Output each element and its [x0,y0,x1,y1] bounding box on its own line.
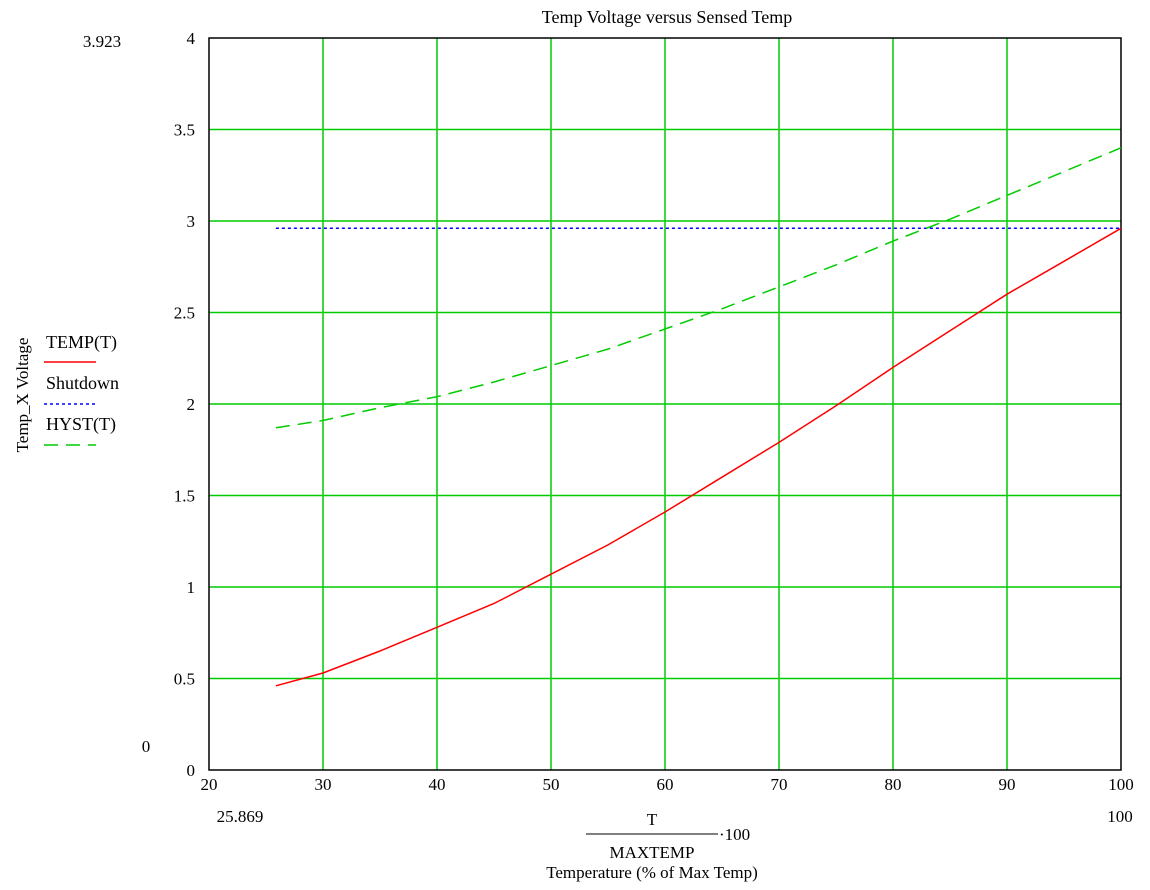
y-tick-label: 3 [187,212,196,231]
plot-frame [208,37,1122,771]
series-line-hyst-t [275,147,1122,429]
series-layer [275,147,1122,687]
y-tick-label: 2 [187,395,196,414]
x-tick-label: 70 [771,775,788,794]
x-label-numerator: T [647,810,658,829]
legend-label-hyst: HYST(T) [46,414,116,435]
x-tick-label: 80 [885,775,902,794]
y-tick-label: 4 [187,29,196,48]
y-tick-label: 1.5 [174,487,195,506]
x-tick-label: 30 [315,775,332,794]
y-tick-label: 0.5 [174,670,195,689]
x-range-left-label: 25.869 [217,807,264,826]
legend-label-temp: TEMP(T) [46,332,117,353]
x-label-denominator: MAXTEMP [609,843,694,862]
x-label-caption: Temperature (% of Max Temp) [546,863,758,882]
x-tick-label: 20 [201,775,218,794]
x-tick-label: 100 [1108,775,1134,794]
legend-label-shutdown: Shutdown [46,373,119,393]
x-range-right-label: 100 [1107,807,1133,826]
x-tick-label: 40 [429,775,446,794]
y-tick-label: 3.5 [174,121,195,140]
y-range-top-label: 3.923 [83,32,121,51]
y-tick-label: 2.5 [174,304,195,323]
legend: TEMP(T) Shutdown HYST(T) [44,332,119,446]
series-line-temp-t [275,227,1122,687]
x-tick-label: 50 [543,775,560,794]
tick-labels: 20 30 40 50 60 70 80 90 100 0 0.5 1 1.5 2 2.5 3 3.5 4 [174,29,1134,794]
x-label-multiplier: ·100 [719,825,750,844]
grid [209,38,1121,770]
x-tick-label: 60 [657,775,674,794]
y-tick-label: 1 [187,578,196,597]
x-axis-label: T ·100 MAXTEMP Temperature (% of Max Tem… [546,810,758,882]
y-range-bottom-label: 0 [142,737,151,756]
x-tick-label: 90 [999,775,1016,794]
y-tick-label: 0 [187,761,196,780]
chart-title: Temp Voltage versus Sensed Temp [542,7,792,27]
y-axis-label: Temp_X Voltage [13,338,32,453]
